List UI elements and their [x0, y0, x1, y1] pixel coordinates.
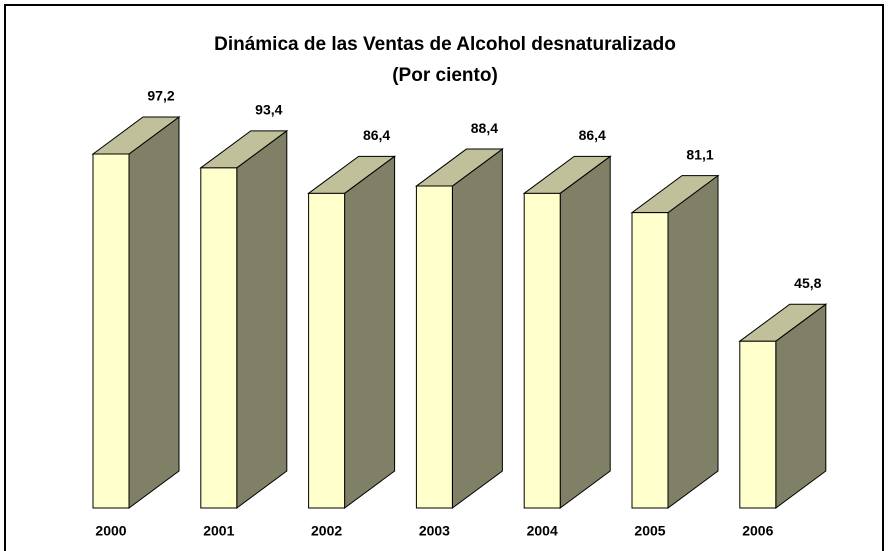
- chart-title: Dinámica de las Ventas de Alcohol desnat…: [214, 34, 676, 55]
- bar-front: [631, 212, 669, 509]
- x-tick-label: 2001: [203, 523, 234, 539]
- data-label: 86,4: [363, 127, 390, 143]
- bar-side: [451, 148, 503, 509]
- bar-side: [128, 116, 180, 509]
- x-tick-label: 2004: [527, 523, 558, 539]
- bar: [91, 116, 181, 509]
- x-tick-label: 2005: [634, 523, 665, 539]
- data-label: 93,4: [255, 102, 282, 118]
- bar-front: [92, 153, 130, 509]
- x-tick-label: 2003: [419, 523, 450, 539]
- x-tick-label: 2002: [311, 523, 342, 539]
- bar: [522, 155, 612, 509]
- bar-side: [559, 155, 611, 509]
- bar-front: [739, 340, 777, 509]
- bar-front: [200, 167, 238, 509]
- bar: [307, 155, 397, 509]
- data-label: 86,4: [579, 127, 606, 143]
- x-tick-label: 2000: [95, 523, 126, 539]
- bar: [199, 129, 289, 509]
- bar-front: [415, 185, 453, 509]
- bar: [738, 303, 828, 509]
- bar-front: [308, 192, 346, 509]
- bar-side: [667, 174, 719, 509]
- bar-front: [523, 192, 561, 509]
- data-label: 88,4: [471, 120, 498, 136]
- bar-side: [344, 155, 396, 509]
- chart-subtitle: (Por ciento): [392, 65, 498, 86]
- bar: [630, 174, 720, 509]
- bar-side: [236, 129, 288, 509]
- data-label: 45,8: [794, 275, 821, 291]
- x-tick-label: 2006: [742, 523, 773, 539]
- data-label: 97,2: [147, 88, 174, 104]
- data-label: 81,1: [686, 146, 713, 162]
- bar: [414, 148, 504, 509]
